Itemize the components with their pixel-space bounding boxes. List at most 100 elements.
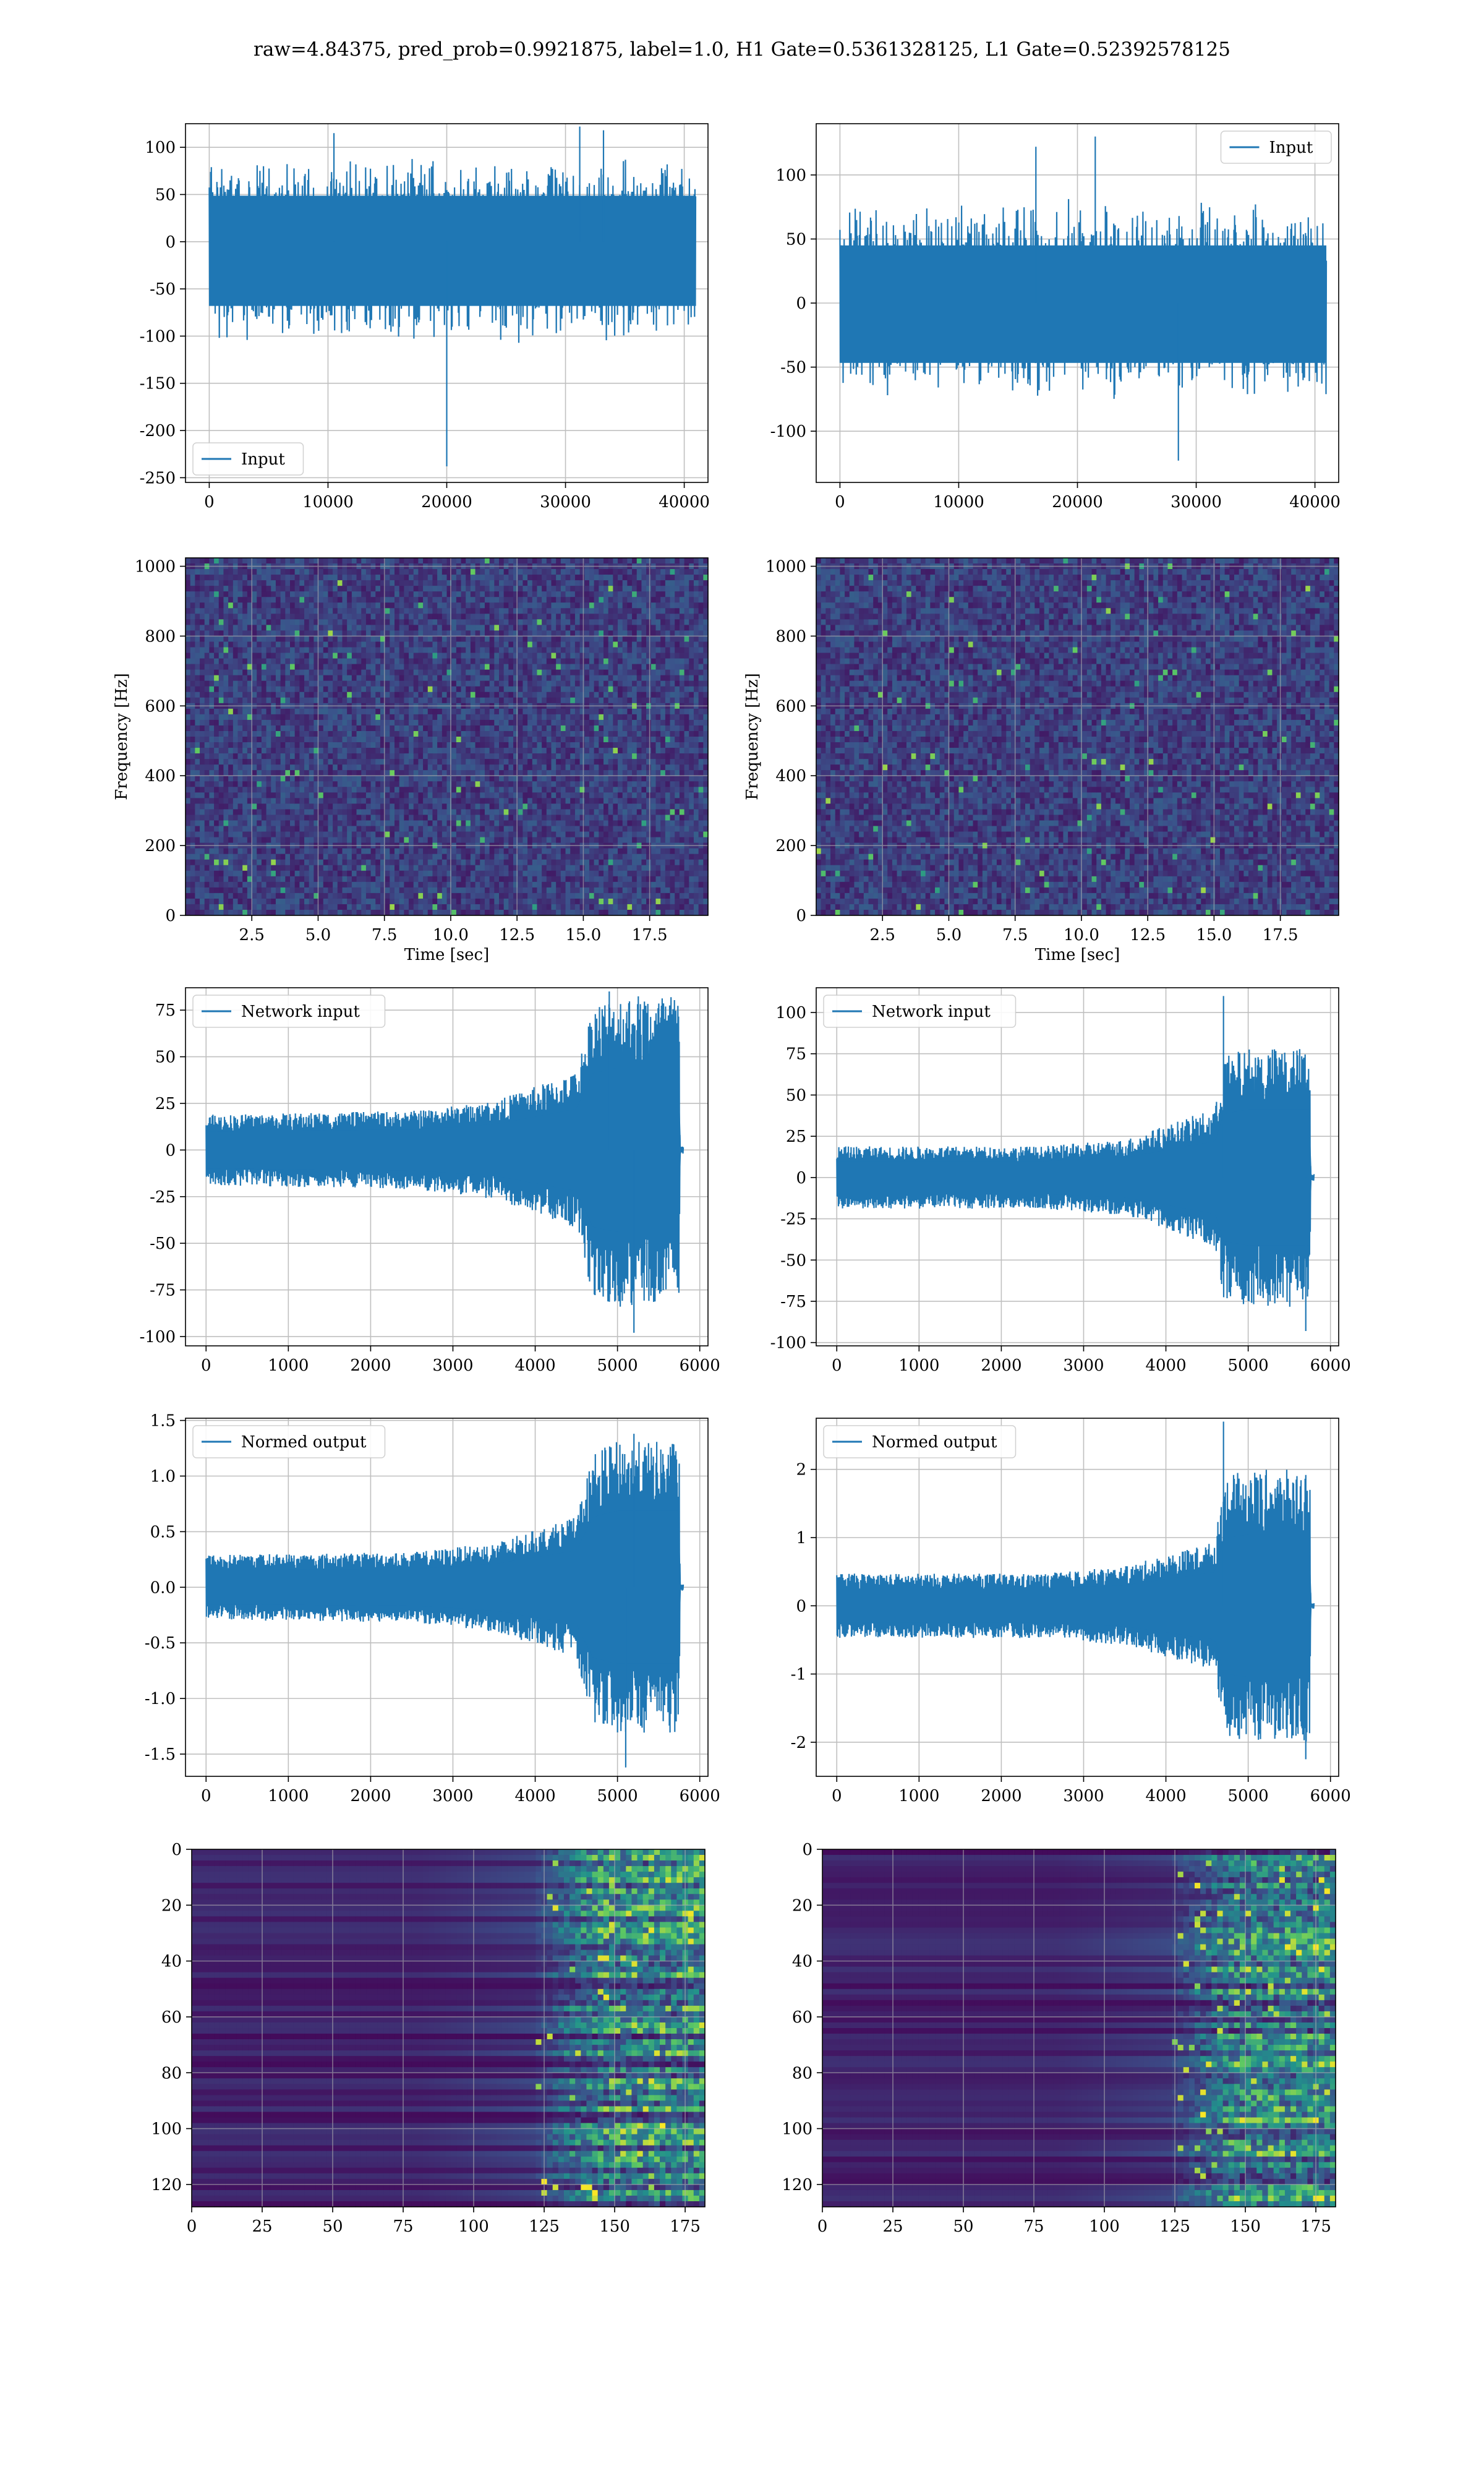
x-tick-label: 6000	[1310, 1356, 1351, 1375]
y-tick-label: 75	[786, 1045, 806, 1064]
series-dense-band	[209, 195, 696, 298]
y-tick-label: 0	[165, 1141, 176, 1160]
y-tick-label: 1000	[765, 558, 806, 576]
legend-label: Normed output	[241, 1433, 367, 1452]
x-tick-label: 0	[817, 2217, 828, 2236]
y-tick-label: 80	[792, 2064, 812, 2082]
y-axis-label: Frequency [Hz]	[743, 673, 762, 800]
x-tick-label: 5000	[597, 1787, 638, 1805]
x-tick-label: 75	[1023, 2217, 1044, 2236]
heatmap-cells	[816, 558, 1339, 916]
heatmap-cells	[192, 1849, 706, 2207]
y-tick-label: 0	[796, 907, 806, 925]
x-tick-label: 50	[322, 2217, 343, 2236]
y-tick-label: -25	[780, 1210, 806, 1229]
y-tick-label: -100	[770, 1334, 806, 1353]
y-tick-label: 1.5	[150, 1412, 176, 1431]
y-tick-label: 60	[792, 2008, 812, 2027]
x-tick-label: 0	[832, 1356, 842, 1375]
legend-label: Network input	[872, 1003, 991, 1021]
y-tick-label: 25	[155, 1095, 176, 1113]
legend-label: Normed output	[872, 1433, 997, 1452]
y-tick-label: 60	[161, 2008, 182, 2027]
x-tick-label: 25	[882, 2217, 903, 2236]
legend-label: Input	[1269, 139, 1313, 157]
x-tick-label: 30000	[1171, 493, 1222, 511]
y-tick-label: 0.5	[150, 1523, 176, 1541]
x-tick-label: 10.0	[433, 926, 469, 944]
panel-l1-spectrogram: 2.5 5.0 7.5 10.0 12.5 15.0 17.5020040060080010…	[743, 558, 1339, 964]
x-tick-label: 2.5	[239, 926, 265, 944]
y-tick-label: 50	[155, 1048, 176, 1067]
legend-label: Input	[241, 450, 285, 469]
y-tick-label: 40	[161, 1953, 182, 1971]
x-tick-label: 6000	[680, 1787, 720, 1805]
x-tick-label: 5000	[597, 1356, 638, 1375]
y-tick-label: -1	[791, 1666, 806, 1684]
y-tick-label: -1.5	[145, 1745, 176, 1764]
x-tick-label: 20000	[1052, 493, 1103, 511]
x-tick-label: 150	[599, 2217, 630, 2236]
legend: Input	[193, 443, 304, 475]
y-tick-label: -100	[140, 1328, 176, 1346]
y-tick-label: 0	[802, 1841, 812, 1859]
x-tick-label: 1000	[268, 1356, 309, 1375]
y-tick-label: -1.0	[145, 1690, 176, 1708]
x-tick-label: 1000	[898, 1787, 939, 1805]
y-tick-label: -200	[140, 422, 176, 440]
y-tick-label: 120	[782, 2176, 812, 2194]
y-tick-label: 40	[792, 1953, 812, 1971]
y-tick-label: 1.0	[150, 1468, 176, 1486]
y-tick-label: 200	[775, 837, 806, 855]
y-tick-label: -50	[150, 1235, 176, 1253]
y-tick-label: 1	[796, 1529, 806, 1547]
x-tick-label: 175	[1300, 2217, 1331, 2236]
y-tick-label: 20	[161, 1896, 182, 1915]
y-tick-label: -2	[791, 1734, 806, 1752]
y-tick-label: 75	[155, 1001, 176, 1020]
y-tick-label: 100	[782, 2120, 812, 2139]
y-tick-label: 1000	[135, 558, 176, 576]
x-tick-label: 12.5	[1130, 926, 1166, 944]
panel-h1-spectrogram: 2.5 5.0 7.5 10.0 12.5 15.0 17.5020040060080010…	[113, 558, 709, 964]
legend-label: Network input	[241, 1003, 360, 1021]
y-tick-label: -100	[140, 327, 176, 346]
y-tick-label: 0	[796, 1169, 806, 1188]
x-tick-label: 2.5	[870, 926, 895, 944]
y-tick-label: 800	[775, 627, 806, 646]
y-tick-label: -75	[150, 1282, 176, 1300]
x-tick-label: 5000	[1228, 1356, 1269, 1375]
y-tick-label: 400	[145, 767, 176, 785]
x-tick-label: 10.0	[1064, 926, 1099, 944]
y-tick-label: -25	[150, 1188, 176, 1207]
x-tick-label: 0	[204, 493, 215, 511]
y-tick-label: 50	[786, 1086, 806, 1105]
x-tick-label: 150	[1230, 2217, 1261, 2236]
y-tick-label: -50	[150, 280, 176, 299]
y-tick-label: 2	[796, 1461, 806, 1479]
y-tick-label: 100	[775, 166, 806, 185]
x-tick-label: 1000	[268, 1787, 309, 1805]
x-tick-label: 5.0	[305, 926, 331, 944]
x-tick-label: 0	[201, 1356, 211, 1375]
y-tick-label: 100	[151, 2120, 182, 2139]
legend: Normed output	[824, 1426, 1016, 1458]
x-tick-label: 7.5	[372, 926, 397, 944]
x-tick-label: 0	[832, 1787, 842, 1805]
x-tick-label: 0	[835, 493, 845, 511]
x-tick-label: 5000	[1228, 1787, 1269, 1805]
x-tick-label: 2000	[350, 1356, 391, 1375]
x-tick-label: 3000	[1063, 1356, 1104, 1375]
x-tick-label: 10000	[302, 493, 354, 511]
x-tick-label: 17.5	[1263, 926, 1298, 944]
x-tick-label: 125	[1159, 2217, 1190, 2236]
x-tick-label: 15.0	[565, 926, 601, 944]
x-axis-label: Time [sec]	[404, 946, 490, 964]
x-tick-label: 4000	[1145, 1787, 1186, 1805]
heatmap-cells	[822, 1849, 1336, 2207]
